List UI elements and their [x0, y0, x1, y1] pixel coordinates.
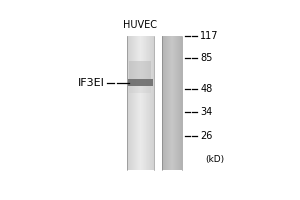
Bar: [169, 36, 170, 170]
Bar: [133, 36, 134, 170]
Bar: [168, 36, 169, 170]
Bar: [153, 36, 154, 170]
Bar: [152, 36, 153, 170]
Bar: [167, 36, 168, 170]
Bar: [142, 36, 143, 170]
Bar: [175, 36, 176, 170]
Bar: [173, 36, 174, 170]
Text: IF3EI: IF3EI: [78, 78, 105, 88]
Bar: [178, 36, 179, 170]
Text: 34: 34: [200, 107, 212, 117]
Bar: [135, 36, 136, 170]
Bar: [141, 36, 142, 170]
Text: 26: 26: [200, 131, 213, 141]
Bar: [172, 36, 173, 170]
Bar: [170, 36, 171, 170]
Bar: [132, 36, 133, 170]
Bar: [149, 36, 150, 170]
Bar: [147, 36, 148, 170]
Bar: [131, 36, 132, 170]
Bar: [176, 36, 177, 170]
Bar: [163, 36, 164, 170]
Bar: [136, 36, 137, 170]
Bar: [179, 36, 180, 170]
Bar: [143, 36, 144, 170]
Bar: [177, 36, 178, 170]
Bar: [137, 36, 138, 170]
Bar: [165, 36, 166, 170]
Bar: [174, 36, 175, 170]
Text: (kD): (kD): [205, 155, 224, 164]
Bar: [128, 36, 129, 170]
Bar: [181, 36, 182, 170]
Bar: [171, 36, 172, 170]
Bar: [164, 36, 165, 170]
Bar: [146, 36, 147, 170]
Bar: [134, 36, 135, 170]
Text: 48: 48: [200, 84, 212, 94]
Bar: [129, 86, 152, 93]
Bar: [148, 36, 149, 170]
Bar: [169, 36, 170, 170]
Bar: [136, 36, 137, 170]
Bar: [139, 36, 140, 170]
Bar: [162, 36, 163, 170]
Bar: [129, 61, 152, 79]
Bar: [144, 36, 145, 170]
Text: 117: 117: [200, 31, 219, 41]
Bar: [127, 36, 128, 170]
Bar: [166, 36, 167, 170]
Bar: [151, 36, 152, 170]
Bar: [150, 36, 151, 170]
Bar: [138, 36, 139, 170]
Bar: [140, 36, 141, 170]
Text: 85: 85: [200, 53, 213, 63]
Text: HUVEC: HUVEC: [124, 20, 158, 30]
Bar: [145, 36, 146, 170]
Bar: [130, 36, 131, 170]
Bar: [129, 36, 130, 170]
Bar: [128, 79, 153, 86]
Bar: [180, 36, 181, 170]
